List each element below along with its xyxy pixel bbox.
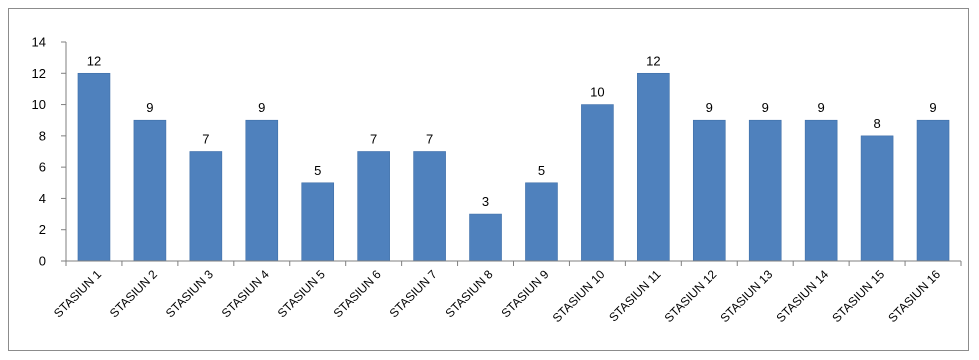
data-label-4: 9 (258, 100, 265, 115)
data-label-15: 8 (873, 116, 880, 131)
bar-11 (637, 72, 670, 262)
data-label-7: 7 (426, 132, 433, 147)
data-label-1: 12 (87, 53, 101, 68)
category-label-12: STASIUN 12 (662, 267, 720, 325)
category-label-5: STASIUN 5 (275, 267, 328, 320)
bars (77, 72, 950, 262)
data-label-13: 9 (762, 100, 769, 115)
category-label-2: STASIUN 2 (107, 267, 160, 320)
category-label-8: STASIUN 8 (443, 267, 496, 320)
data-label-14: 9 (818, 100, 825, 115)
category-label-6: STASIUN 6 (331, 267, 384, 320)
category-label-7: STASIUN 7 (387, 267, 440, 320)
y-tick-label: 6 (39, 160, 46, 175)
data-label-2: 9 (146, 100, 153, 115)
data-label-9: 5 (538, 163, 545, 178)
category-label-4: STASIUN 4 (219, 267, 272, 320)
bar-10 (581, 104, 614, 262)
y-tick-label: 2 (39, 222, 46, 237)
y-tick-label: 4 (39, 191, 46, 206)
bar-8 (469, 213, 502, 262)
category-label-15: STASIUN 15 (829, 267, 887, 325)
category-label-10: STASIUN 10 (550, 267, 608, 325)
y-tick-label: 12 (32, 66, 46, 81)
bar-14 (804, 119, 838, 262)
data-label-8: 3 (482, 194, 489, 209)
data-label-6: 7 (370, 132, 377, 147)
data-label-11: 12 (646, 53, 660, 68)
data-label-3: 7 (202, 132, 209, 147)
data-labels: 12 9 7 9 5 7 7 3 5 10 12 9 9 9 8 9 (87, 53, 937, 209)
bar-5 (301, 182, 335, 262)
data-label-16: 9 (929, 100, 936, 115)
bar-6 (357, 151, 390, 262)
y-tick-label: 14 (32, 35, 46, 50)
category-label-16: STASIUN 16 (885, 267, 943, 325)
bar-3 (189, 151, 223, 262)
data-label-5: 5 (314, 163, 321, 178)
bar-9 (525, 182, 558, 262)
data-label-10: 10 (590, 85, 604, 100)
bar-7 (413, 151, 446, 262)
data-label-12: 9 (706, 100, 713, 115)
category-label-1: STASIUN 1 (51, 267, 104, 320)
bar-1 (77, 72, 111, 262)
bar-4 (245, 119, 279, 262)
y-tick-label: 0 (39, 254, 46, 269)
category-label-13: STASIUN 13 (717, 267, 775, 325)
category-label-3: STASIUN 3 (163, 267, 216, 320)
category-label-9: STASIUN 9 (498, 267, 551, 320)
y-tick-label: 8 (39, 128, 46, 143)
category-label-11: STASIUN 11 (606, 267, 663, 324)
y-tick-label: 10 (32, 97, 46, 112)
x-axis: STASIUN 1 STASIUN 2 STASIUN 3 STASIUN 4 STAS… (51, 260, 962, 325)
bar-15 (860, 135, 894, 262)
bar-16 (916, 119, 950, 262)
bar-13 (748, 119, 782, 262)
category-label-14: STASIUN 14 (773, 267, 831, 325)
bar-12 (692, 119, 726, 262)
bar-2 (133, 119, 167, 262)
y-axis: 0 2 4 6 8 10 12 14 (32, 35, 67, 269)
